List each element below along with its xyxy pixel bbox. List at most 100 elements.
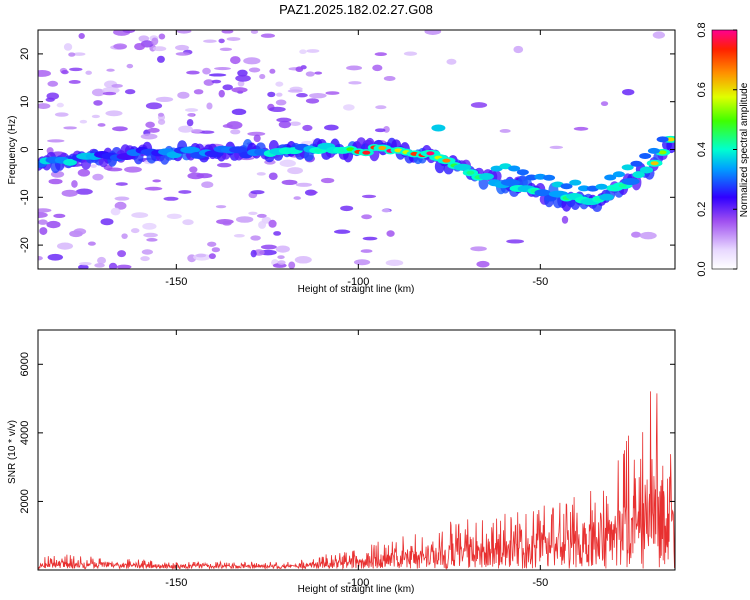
snr-x-axis-label: Height of straight line (km)	[298, 584, 415, 595]
heatmap-ridge-core	[180, 146, 201, 154]
heatmap-speckle	[46, 220, 61, 229]
heatmap-ridge-branch	[621, 164, 634, 171]
snr-x-tick-label: -150	[165, 577, 187, 589]
heatmap-speckle	[348, 81, 362, 85]
heatmap-speckle	[302, 124, 313, 132]
heatmap-ridge-peak	[378, 146, 387, 151]
heatmap-speckle	[260, 244, 277, 250]
heatmap-ridge-branch	[647, 147, 660, 154]
heatmap-speckle	[247, 131, 266, 136]
heatmap-speckle	[163, 196, 179, 201]
heatmap-ridge-branch	[612, 171, 625, 178]
heatmap-speckle	[237, 80, 245, 87]
heatmap-speckle	[361, 214, 373, 220]
colorbar-tick-label: 0.8	[696, 22, 708, 37]
heatmap-speckle	[600, 101, 609, 107]
heatmap-speckle	[47, 139, 65, 143]
heatmap-speckle	[361, 194, 377, 199]
heatmap-speckle	[268, 106, 286, 112]
heatmap-speckle	[631, 231, 641, 238]
heatmap-speckle	[295, 66, 304, 73]
heatmap-speckle	[201, 181, 214, 188]
heatmap-y-tick-label: 0	[19, 146, 31, 152]
heatmap-speckle	[383, 75, 396, 81]
heatmap-speckle	[235, 216, 254, 223]
heatmap-speckle	[340, 205, 354, 212]
heatmap-speckle	[296, 93, 308, 98]
heatmap-speckle	[177, 91, 190, 99]
heatmap-speckle	[622, 88, 635, 96]
heatmap-speckle	[203, 39, 217, 43]
heatmap-speckle	[143, 232, 158, 238]
heatmap-speckle	[152, 179, 162, 183]
heatmap-speckle	[320, 177, 335, 184]
heatmap-ridge-core	[632, 171, 645, 179]
heatmap-speckle	[424, 30, 442, 35]
heatmap-speckle	[375, 105, 387, 110]
heatmap-ridge-peak	[314, 148, 323, 153]
heatmap-speckle	[250, 190, 265, 195]
heatmap-speckle	[184, 108, 199, 112]
heatmap-speckle	[195, 253, 207, 258]
heatmap-speckle	[215, 205, 227, 209]
heatmap-speckle	[106, 68, 115, 72]
heatmap-speckle	[91, 88, 105, 97]
heatmap-speckle	[176, 30, 192, 34]
heatmap-speckle	[47, 80, 59, 87]
heatmap-speckle	[243, 57, 261, 65]
heatmap-speckle	[102, 86, 120, 94]
heatmap-speckle	[178, 190, 192, 194]
heatmap-speckle	[273, 231, 282, 236]
heatmap-speckle	[218, 38, 225, 44]
heatmap-speckle	[211, 247, 220, 253]
heatmap-speckle	[470, 246, 487, 252]
colorbar-tick-label: 0.6	[696, 82, 708, 97]
heatmap-speckle	[61, 70, 69, 75]
heatmap-speckle	[63, 43, 73, 51]
heatmap-speckle	[325, 91, 340, 95]
heatmap-speckle	[187, 113, 195, 117]
heatmap-speckle	[639, 231, 657, 240]
heatmap-speckle	[155, 96, 174, 103]
heatmap-speckle	[47, 253, 64, 261]
heatmap-speckle	[218, 89, 225, 98]
heatmap-speckle	[97, 123, 106, 127]
heatmap-ridge-core	[599, 193, 614, 201]
heatmap-ridge-branch	[595, 183, 608, 190]
heatmap-speckle	[112, 126, 128, 132]
heatmap-ridge-branch	[604, 174, 617, 181]
heatmap-speckle	[214, 66, 231, 71]
heatmap-speckle	[130, 228, 140, 234]
heatmap-y-tick-label: 10	[19, 96, 31, 108]
heatmap-speckle	[157, 112, 165, 117]
heatmap-speckle	[145, 102, 163, 110]
heatmap-speckle	[71, 180, 78, 188]
heatmap-speckle	[85, 70, 92, 75]
heatmap-speckle	[144, 186, 163, 191]
heatmap-speckle	[248, 211, 258, 216]
snr-x-tick-label: -100	[347, 577, 369, 589]
heatmap-ridge-peak	[658, 150, 667, 155]
heatmap-speckle	[250, 249, 257, 258]
colorbar: 0.0 0.2 0.4 0.6 0.8 Normalized spectral ampl…	[696, 22, 750, 276]
heatmap-speckle	[222, 220, 232, 226]
heatmap-speckle	[202, 67, 211, 75]
heatmap-speckle	[256, 172, 266, 176]
heatmap-feature	[431, 124, 446, 132]
colorbar-gradient	[711, 29, 738, 270]
heatmap-speckle	[38, 69, 51, 77]
heatmap-speckle	[231, 87, 248, 93]
heatmap-speckle	[102, 91, 117, 96]
heatmap-speckle	[166, 213, 182, 219]
heatmap-speckle	[56, 102, 64, 108]
heatmap-speckle	[470, 102, 488, 108]
heatmap-speckle	[131, 212, 149, 218]
heatmap-speckle	[305, 98, 320, 104]
heatmap-speckle	[147, 127, 160, 133]
heatmap-speckle	[140, 256, 150, 262]
snr-series-line	[38, 391, 675, 570]
heatmap-speckle	[308, 92, 327, 99]
heatmap-speckle	[91, 114, 100, 119]
heatmap-speckle	[403, 51, 418, 56]
